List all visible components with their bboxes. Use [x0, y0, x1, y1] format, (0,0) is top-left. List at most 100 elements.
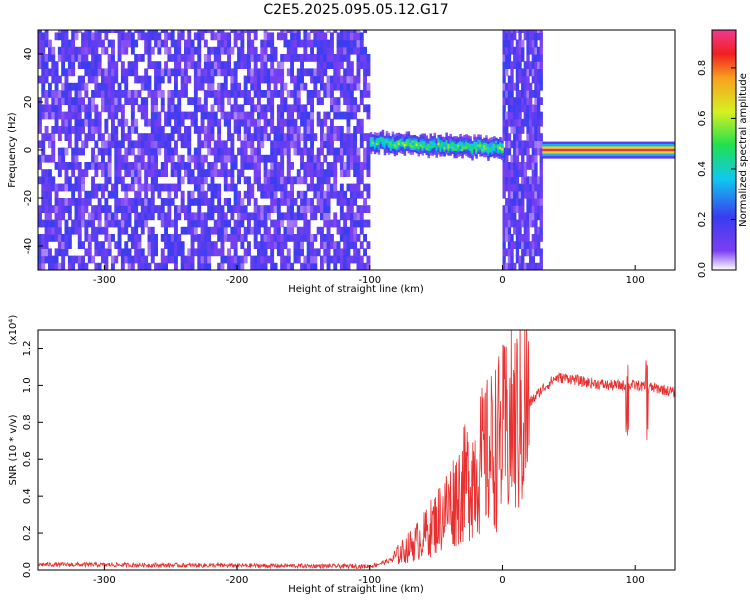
spectrogram-cell [310, 154, 314, 163]
spectrogram-cell [243, 118, 248, 127]
spectrogram-cell [403, 143, 407, 147]
spectrogram-cell [598, 151, 600, 154]
spectrogram-cell [310, 133, 314, 141]
spectrogram-cell [296, 111, 301, 120]
spectrogram-cell [387, 132, 391, 136]
spectrogram-cell [41, 61, 46, 69]
spectrogram-cell [592, 156, 595, 159]
spectrogram-cell [286, 248, 291, 257]
spectrogram-cell [502, 219, 506, 228]
spectrogram-cell [547, 148, 550, 152]
spectrogram-cell [134, 248, 139, 257]
spectrogram-cell [379, 141, 383, 144]
spectrogram-cell [326, 126, 331, 134]
spectrogram-cell [140, 198, 145, 206]
spectrogram-cell [353, 30, 358, 33]
spectrogram-cell [435, 138, 438, 141]
spectrogram-cell [673, 156, 675, 159]
spectrogram-cell [124, 162, 129, 170]
spectrogram-cell [300, 133, 304, 141]
spectrogram-cell [233, 30, 238, 33]
spectrogram-cell [154, 61, 158, 69]
spectrogram-cell [485, 144, 488, 148]
spectrogram-cell [349, 190, 354, 199]
spectrogram-cell [147, 154, 152, 163]
spectrogram-cell [493, 145, 496, 149]
spectrogram-cell [590, 141, 592, 145]
spectrogram-cell [237, 46, 241, 55]
spectrogram-cell [74, 226, 79, 235]
spectrogram-cell [343, 234, 348, 242]
spectrogram-cell [429, 143, 432, 146]
spectrogram-cell [659, 151, 661, 154]
spectrogram-cell [518, 198, 522, 206]
spectrogram-cell [531, 262, 535, 270]
spectrogram-cell [610, 146, 612, 149]
spectrogram-cell [592, 153, 595, 157]
spectrogram-cell [429, 152, 432, 156]
spectrogram-cell [286, 198, 291, 206]
spectrogram-cell [270, 118, 275, 127]
spectrogram-cell [479, 144, 482, 147]
spectrogram-cell [207, 198, 212, 206]
spectrogram-cell [286, 126, 291, 134]
spectrogram-cell [233, 226, 238, 235]
spectrogram-cell [114, 133, 119, 141]
spectrogram-cell [64, 234, 69, 242]
spectrogram-cell [627, 148, 629, 152]
spectrogram-cell [590, 151, 592, 154]
spectrogram-cell [77, 198, 82, 206]
spectrogram-cell [537, 68, 541, 77]
spectrogram-cell [615, 144, 618, 147]
spectrogram-cell [643, 141, 645, 145]
spectrogram-cell [260, 104, 265, 113]
spectrogram-cell [247, 111, 251, 120]
spectrogram-cell [349, 198, 354, 206]
spectrogram-cell [505, 32, 509, 41]
spectrogram-cell [326, 176, 331, 185]
spectrogram-cell [579, 151, 582, 154]
spectrogram-cell [207, 147, 212, 156]
spectrogram-cell [624, 153, 627, 157]
spectrogram-cell [507, 75, 512, 84]
spectrogram-cell [656, 148, 659, 152]
spectrogram-cell [283, 198, 288, 206]
spectrogram-cell [101, 162, 105, 170]
spectrogram-cell [320, 169, 324, 177]
spectrogram-cell [523, 234, 527, 242]
spectrogram-cell [220, 90, 225, 98]
spectrogram-cell [177, 111, 182, 120]
spectrogram-cell [310, 234, 314, 242]
spectrogram-cell [150, 241, 155, 249]
spectrogram-cell [383, 140, 387, 144]
spectrogram-cell [313, 262, 318, 270]
spectrogram-cell [127, 198, 132, 206]
spectrogram-cell [61, 97, 66, 105]
spectrogram-cell [253, 90, 258, 98]
spectrogram-cell [518, 190, 522, 199]
spectrogram-cell [596, 156, 599, 159]
spectrogram-cell [61, 212, 66, 221]
spectrogram-cell [74, 97, 79, 105]
spectrogram-cell [637, 151, 640, 154]
spectrogram-cell [399, 133, 403, 137]
spectrogram-cell [316, 205, 321, 213]
spectrogram-cell [529, 30, 533, 33]
spectrogram-cell [310, 54, 314, 62]
spectrogram-cell [260, 90, 265, 98]
spectrogram-cell [614, 144, 616, 147]
spectrogram-cell [140, 97, 145, 105]
spectrogram-cell [515, 126, 520, 134]
spectrogram-cell [567, 144, 570, 147]
spectrogram-cell [356, 169, 361, 177]
spectrogram-cell [180, 30, 185, 33]
spectrogram-cell [48, 111, 52, 120]
spectrogram-cell [253, 118, 258, 127]
spectrogram-cell [197, 75, 202, 84]
spectrogram-cell [419, 139, 422, 143]
spectrogram-cell [555, 146, 558, 149]
spectrogram-cell [164, 30, 168, 33]
spectrogram-cell [81, 205, 85, 213]
spectrogram-cell [421, 143, 424, 146]
y-tick-label: -40 [23, 238, 34, 254]
